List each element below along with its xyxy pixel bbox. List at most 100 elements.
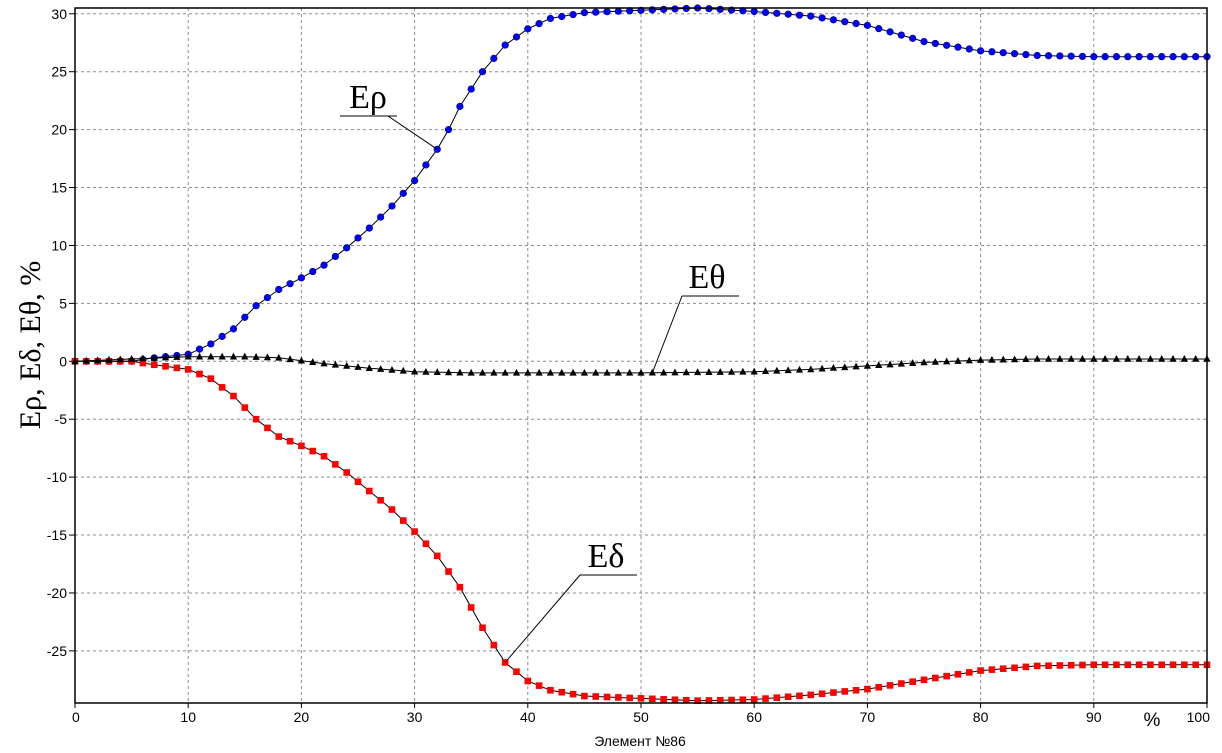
- data-point: [309, 358, 317, 365]
- series-e-rho: [71, 4, 1211, 365]
- data-point: [365, 364, 373, 372]
- data-point: [864, 685, 871, 693]
- data-point: [535, 682, 543, 689]
- data-point: [298, 442, 305, 450]
- data-point: [388, 202, 396, 210]
- data-point: [558, 368, 566, 376]
- data-point: [773, 9, 781, 17]
- data-point: [795, 11, 804, 19]
- data-point: [524, 368, 532, 376]
- data-point: [592, 693, 600, 700]
- data-point: [252, 353, 260, 360]
- data-point: [1090, 661, 1098, 669]
- data-point: [682, 368, 690, 376]
- data-point: [195, 352, 204, 360]
- leader-line-e-rho: [387, 115, 438, 150]
- annotation-e-rho: Eρ: [349, 79, 387, 116]
- data-point: [173, 364, 181, 372]
- data-point: [1180, 354, 1188, 362]
- x-tick-label: 60: [746, 709, 762, 725]
- y-tick-label: 10: [51, 237, 67, 253]
- x-unit-label: %: [1144, 710, 1161, 731]
- y-tick-label: -10: [47, 469, 67, 485]
- grid: [69, 8, 1208, 708]
- data-point: [422, 540, 430, 548]
- data-point: [727, 367, 736, 375]
- data-point: [1044, 354, 1053, 362]
- data-point: [207, 352, 215, 360]
- data-point: [478, 368, 487, 376]
- data-point: [841, 18, 849, 26]
- data-point: [116, 355, 124, 363]
- data-point: [150, 354, 158, 361]
- data-point: [637, 695, 645, 702]
- data-point: [150, 361, 158, 369]
- data-point: [1022, 663, 1030, 671]
- data-point: [139, 354, 147, 362]
- y-tick-label: 15: [51, 180, 67, 196]
- data-point: [1135, 53, 1143, 61]
- data-point: [320, 359, 328, 367]
- data-point: [411, 176, 419, 185]
- data-point: [1169, 661, 1177, 669]
- data-point: [954, 43, 962, 51]
- data-point: [671, 5, 679, 13]
- y-tick-label: 30: [51, 6, 67, 22]
- data-point: [750, 367, 758, 375]
- data-point: [1124, 661, 1132, 669]
- data-point: [988, 666, 996, 673]
- data-point: [207, 340, 215, 348]
- data-point: [943, 357, 951, 365]
- data-point: [184, 352, 192, 360]
- data-point: [184, 366, 192, 373]
- data-point: [377, 365, 385, 372]
- data-point: [1135, 354, 1143, 362]
- data-point: [1010, 50, 1019, 58]
- data-point: [943, 41, 951, 49]
- data-point: [580, 9, 589, 17]
- data-point: [1146, 354, 1154, 362]
- data-point: [218, 332, 226, 340]
- data-point: [161, 353, 170, 361]
- data-point: [615, 694, 622, 701]
- data-point: [377, 496, 384, 504]
- data-point: [886, 28, 894, 36]
- x-tick-labels: 0 10 20 30 40 50 60 70 80 90 100: [72, 709, 1210, 725]
- data-point: [1033, 51, 1041, 60]
- data-point: [456, 368, 464, 376]
- data-point: [1010, 355, 1019, 363]
- data-point: [773, 694, 781, 701]
- data-point: [603, 8, 611, 16]
- data-point: [1033, 354, 1041, 362]
- data-point: [705, 368, 713, 375]
- data-point: [365, 224, 373, 232]
- data-point: [196, 370, 203, 378]
- data-point: [558, 12, 566, 21]
- x-tick-label: 20: [294, 709, 310, 725]
- data-point: [1192, 354, 1200, 362]
- data-point: [1033, 662, 1041, 670]
- x-tick-label: 70: [860, 709, 876, 725]
- data-point: [1112, 354, 1121, 362]
- x-tick-label: 10: [180, 709, 196, 725]
- data-point: [852, 362, 860, 370]
- data-point: [1011, 664, 1018, 672]
- data-point: [229, 325, 238, 333]
- data-point: [1078, 354, 1087, 362]
- data-point: [716, 5, 724, 13]
- data-point: [694, 697, 701, 704]
- data-point: [343, 361, 351, 369]
- data-point: [830, 689, 837, 696]
- x-tick-label: 90: [1086, 709, 1102, 725]
- data-point: [1090, 53, 1098, 61]
- data-point: [195, 345, 204, 353]
- data-point: [626, 694, 633, 702]
- data-point: [264, 424, 271, 432]
- data-point: [1067, 52, 1075, 60]
- data-point: [818, 14, 826, 22]
- data-point: [1158, 53, 1166, 61]
- y-tick-label: -15: [47, 527, 67, 543]
- data-point: [886, 360, 894, 368]
- data-point: [909, 359, 917, 366]
